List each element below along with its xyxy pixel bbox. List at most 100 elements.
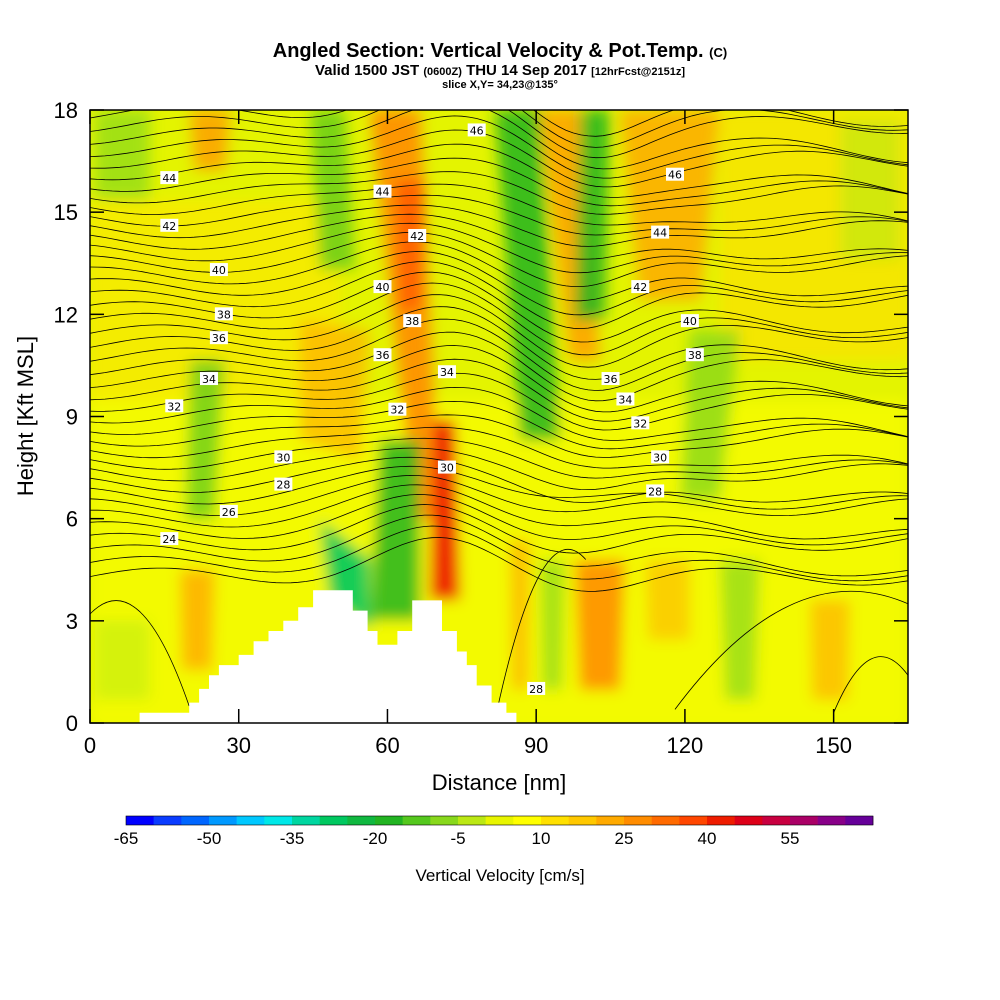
isentrope-line bbox=[90, 110, 908, 170]
isentrope-line bbox=[674, 590, 908, 710]
colorbar: -65 -50 -35 -20 -5 10 25 40 55 bbox=[114, 815, 874, 848]
contour-label: 36 bbox=[604, 373, 618, 386]
isentrope-line bbox=[90, 537, 908, 592]
x-tick-label: 60 bbox=[375, 733, 399, 758]
contour-label: 40 bbox=[683, 315, 697, 328]
colorbar-swatch bbox=[209, 816, 237, 825]
colorbar-swatch bbox=[624, 816, 652, 825]
contour-label-box bbox=[214, 307, 233, 321]
colorbar-swatch bbox=[402, 816, 431, 825]
isentrope-line bbox=[833, 656, 908, 713]
x-tick-label: 90 bbox=[524, 733, 548, 758]
downdraft-streak bbox=[720, 560, 760, 700]
contour-label: 42 bbox=[410, 230, 424, 243]
contour-label: 46 bbox=[668, 169, 682, 182]
colorbar-swatch bbox=[845, 816, 874, 825]
isentrope-line bbox=[90, 157, 908, 207]
colorbar-swatch bbox=[734, 816, 763, 825]
downdraft-streak bbox=[575, 110, 610, 320]
colorbar-swatch bbox=[568, 816, 597, 825]
isentrope-line bbox=[90, 358, 908, 422]
isentrope-line bbox=[90, 345, 908, 413]
contour-label: 44 bbox=[162, 172, 176, 185]
contour-label-box bbox=[646, 484, 665, 498]
isentrope-line bbox=[90, 372, 908, 431]
contour-label-box bbox=[651, 450, 670, 464]
updraft-streak bbox=[300, 320, 370, 460]
isentrope-line bbox=[90, 110, 908, 148]
contour-label: 30 bbox=[276, 451, 290, 464]
contour-label: 26 bbox=[222, 506, 236, 519]
contour-label: 24 bbox=[162, 533, 176, 546]
contour-label: 36 bbox=[375, 349, 389, 362]
contour-label-box bbox=[631, 416, 650, 430]
isentrope-line bbox=[90, 447, 908, 491]
contour-label-box bbox=[616, 392, 635, 406]
colorbar-tick-label: -50 bbox=[197, 829, 222, 848]
contour-label: 42 bbox=[633, 281, 647, 294]
slice-description: slice X,Y= 34,23@135° bbox=[442, 79, 558, 91]
contour-label-box bbox=[467, 123, 486, 137]
contour-label-box bbox=[665, 167, 684, 181]
contour-label: 40 bbox=[375, 281, 389, 294]
contour-label-box bbox=[160, 218, 179, 232]
y-axis-label: Height [Kft MSL] bbox=[13, 336, 38, 496]
contour-label: 34 bbox=[440, 366, 454, 379]
colorbar-swatch bbox=[292, 816, 320, 825]
isentrope-line bbox=[90, 456, 908, 503]
isentrope-line bbox=[90, 282, 908, 356]
colorbar-swatch bbox=[347, 816, 376, 825]
isentrope-line bbox=[90, 222, 908, 274]
updraft-streak bbox=[645, 560, 690, 640]
colorbar-swatch bbox=[679, 816, 708, 825]
contour-label-box bbox=[160, 532, 179, 546]
colorbar-swatch bbox=[790, 816, 818, 825]
contour-label-box bbox=[199, 372, 218, 386]
isentrope-line bbox=[90, 386, 908, 441]
colorbar-swatch bbox=[126, 816, 154, 825]
contour-label: 38 bbox=[405, 315, 419, 328]
isentrope-line bbox=[90, 331, 908, 402]
colorbar-swatch bbox=[541, 816, 569, 825]
contour-label: 44 bbox=[653, 227, 667, 240]
contour-label-box bbox=[373, 280, 392, 294]
chart-title: Angled Section: Vertical Velocity & Pot.… bbox=[273, 40, 727, 62]
contour-label-box bbox=[437, 460, 456, 474]
contour-label-box bbox=[373, 348, 392, 362]
colorbar-label: Vertical Velocity [cm/s] bbox=[415, 866, 584, 885]
colorbar-tick-label: 10 bbox=[532, 829, 551, 848]
isentrope-line bbox=[90, 600, 190, 707]
colorbar-swatch bbox=[264, 816, 293, 825]
contour-label-box bbox=[373, 184, 392, 198]
isentrope-line bbox=[90, 318, 908, 391]
colorbar-swatch bbox=[153, 816, 182, 825]
contour-label-box bbox=[631, 280, 650, 294]
plot-area bbox=[90, 110, 908, 723]
contour-label-box bbox=[403, 314, 422, 328]
downdraft-streak bbox=[495, 110, 560, 440]
isentrope-line bbox=[90, 241, 908, 302]
colorbar-tick-label: -20 bbox=[363, 829, 388, 848]
chart-subtitle: Valid 1500 JST (0600Z) THU 14 Sep 2017 [… bbox=[315, 62, 685, 79]
isentrope-line bbox=[90, 194, 908, 236]
updraft-streak bbox=[395, 180, 425, 310]
updraft-streak bbox=[510, 540, 530, 690]
x-axis-label: Distance [nm] bbox=[432, 770, 567, 795]
terrain-mask bbox=[90, 590, 517, 723]
contour-label: 34 bbox=[618, 393, 632, 406]
colorbar-swatch bbox=[817, 816, 846, 825]
colorbar-swatch bbox=[651, 816, 680, 825]
contour-label: 32 bbox=[633, 417, 647, 430]
contour-label: 30 bbox=[440, 462, 454, 475]
contour-label: 44 bbox=[375, 186, 389, 199]
contour-label-box bbox=[651, 225, 670, 239]
colorbar-swatch bbox=[319, 816, 348, 825]
contour-label: 32 bbox=[390, 404, 404, 417]
contour-label-box bbox=[219, 504, 238, 518]
colorbar-tick-label: -5 bbox=[450, 829, 465, 848]
colorbar-swatch bbox=[375, 816, 403, 825]
downdraft-streak bbox=[95, 620, 150, 700]
isentrope-line bbox=[90, 213, 908, 260]
contour-label-box bbox=[527, 681, 546, 695]
contour-label-box bbox=[209, 331, 228, 345]
